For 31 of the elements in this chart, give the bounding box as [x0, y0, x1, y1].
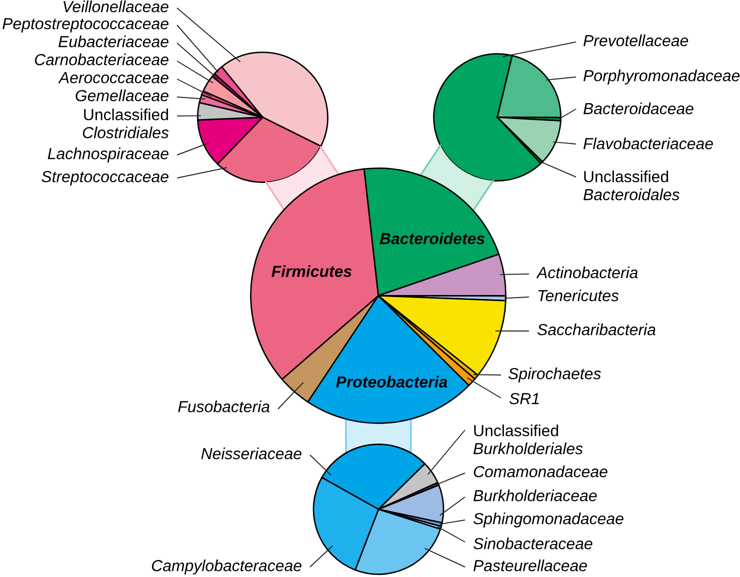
slice-label: Bacteroidaceae — [583, 102, 694, 114]
slice-label: Sinobacteraceae — [473, 538, 592, 550]
slice-label: Unclassified Bacteroidales — [583, 170, 680, 200]
slice-label: Prevotellaceae — [583, 34, 688, 46]
slice-label: Firmicutes — [272, 265, 352, 277]
slice-label: Campylobacteraceae — [152, 560, 302, 574]
slice-label: SR1 — [509, 392, 539, 404]
slice-label: Gemellaceae — [76, 90, 168, 102]
slice-label: Actinobacteria — [536, 266, 638, 278]
slice-label: Unclassified Clostridiales — [82, 108, 169, 138]
slice-label: Tenericutes — [538, 290, 619, 302]
slice-label: Eubacteriaceae — [58, 36, 168, 48]
slice-label: Flavobacteriaceae — [583, 138, 713, 150]
slice-label: Porphyromonadaceae — [583, 70, 740, 84]
slice-label: Sphingomonadaceae — [473, 512, 624, 528]
slice-label: Veillonellaceae — [64, 0, 168, 12]
slice-label: Pasteurellaceae — [473, 560, 587, 572]
slice-label: Streptococcaceae — [42, 170, 168, 186]
slice-label: Burkholderiaceae — [473, 490, 597, 502]
slice-label: Saccharibacteria — [537, 324, 656, 336]
slice-label: Unclassified Burkholderiales — [473, 424, 583, 454]
slice-label: Neisseriaceae — [201, 448, 302, 460]
slice-label: Spirochaetes — [508, 368, 601, 382]
slice-label: Comamonadaceae — [474, 466, 608, 478]
slice-label: Aerococcaceae — [58, 72, 168, 84]
slice-label: Carnobacteriaceae — [34, 54, 168, 66]
slice-label: Proteobacteria — [336, 376, 448, 388]
slice-label: Bacteroidetes — [380, 232, 485, 244]
slice-label: Lachnospiraceae — [48, 148, 168, 162]
slice-label: Fusobacteria — [178, 400, 270, 412]
slice-label: Peptostreptococcaceae — [2, 18, 168, 32]
